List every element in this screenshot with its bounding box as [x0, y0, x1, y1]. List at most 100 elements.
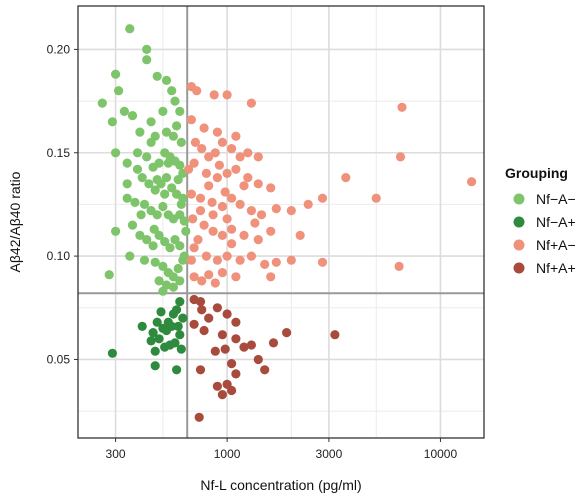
data-point-series-0 [132, 164, 143, 174]
data-point-series-3 [199, 325, 209, 336]
data-point-series-3 [212, 381, 222, 391]
data-point-series-0 [154, 276, 164, 286]
data-point-series-2 [235, 255, 245, 265]
data-point-series-0 [125, 251, 135, 261]
data-point-series-0 [119, 106, 129, 116]
data-point-series-2 [195, 206, 206, 216]
data-point-series-0 [178, 255, 188, 265]
data-point-series-0 [152, 210, 162, 220]
data-point-series-0 [122, 179, 132, 189]
data-point-series-3 [212, 303, 222, 313]
data-point-series-3 [231, 334, 241, 344]
data-point-series-0 [165, 243, 175, 253]
data-points [97, 24, 477, 422]
data-point-series-3 [231, 369, 241, 379]
data-point-series-0 [104, 270, 114, 280]
data-point-series-2 [189, 243, 199, 253]
data-point-series-2 [271, 204, 281, 214]
legend: Grouping Nf−A− Nf−A+ Nf+A− Nf+A+ [505, 165, 576, 276]
x-tick-label: 1000 [214, 447, 241, 461]
data-point-series-2 [246, 206, 256, 216]
data-point-series-0 [175, 160, 185, 170]
data-point-series-0 [172, 121, 182, 131]
legend-title: Grouping [505, 165, 568, 181]
y-tick-label: 0.20 [47, 42, 71, 56]
data-point-series-2 [214, 160, 224, 170]
data-point-series-0 [97, 98, 107, 108]
data-point-series-2 [256, 210, 267, 220]
data-point-series-2 [188, 214, 198, 224]
data-point-series-0 [168, 282, 178, 292]
data-point-series-0 [150, 257, 160, 267]
data-point-series-2 [184, 164, 194, 174]
data-point-series-0 [160, 189, 170, 199]
legend-marker [513, 239, 525, 251]
data-point-series-2 [231, 164, 241, 174]
data-point-series-0 [170, 235, 180, 245]
data-point-series-0 [152, 71, 162, 81]
y-tick-label: 0.15 [47, 146, 71, 160]
data-point-series-1 [150, 346, 160, 356]
data-point-series-0 [179, 216, 189, 226]
data-point-series-2 [235, 199, 245, 209]
data-point-series-2 [212, 255, 222, 265]
data-point-series-3 [195, 297, 206, 307]
data-point-series-2 [189, 158, 199, 168]
data-point-series-2 [266, 183, 276, 193]
data-point-series-3 [197, 305, 207, 315]
data-point-series-3 [189, 319, 199, 329]
data-point-series-3 [204, 313, 214, 323]
data-point-series-0 [158, 286, 168, 296]
data-point-series-0 [111, 226, 121, 236]
data-point-series-1 [146, 336, 156, 346]
data-point-series-0 [170, 96, 180, 106]
data-point-series-0 [135, 230, 145, 240]
data-point-series-0 [167, 86, 177, 96]
data-point-series-2 [199, 123, 209, 133]
data-point-series-2 [217, 137, 227, 147]
legend-label: Nf−A+ [536, 214, 576, 230]
data-point-series-2 [250, 218, 260, 228]
data-point-series-2 [467, 177, 477, 187]
data-point-series-1 [148, 328, 158, 338]
y-tick-label: 0.10 [47, 249, 71, 263]
data-point-series-2 [243, 173, 253, 183]
data-point-series-0 [111, 69, 121, 79]
data-point-series-0 [160, 237, 170, 247]
data-point-series-2 [227, 193, 237, 203]
data-point-series-3 [260, 365, 270, 375]
data-point-series-2 [253, 179, 263, 189]
data-point-series-3 [222, 309, 232, 319]
data-point-series-2 [246, 251, 256, 261]
x-tick-label: 300 [106, 447, 126, 461]
data-point-series-0 [173, 175, 183, 185]
data-point-series-1 [107, 348, 117, 358]
data-point-series-0 [161, 75, 172, 85]
data-point-series-2 [210, 278, 220, 288]
data-point-series-1 [152, 317, 162, 327]
data-point-series-1 [172, 365, 182, 375]
data-point-series-2 [186, 255, 196, 265]
data-point-series-2 [266, 272, 276, 282]
data-point-series-2 [192, 86, 202, 96]
data-point-series-2 [371, 193, 381, 203]
data-point-series-0 [142, 152, 152, 162]
legend-label: Nf+A+ [536, 260, 576, 276]
data-point-series-0 [158, 261, 168, 271]
data-point-series-0 [176, 137, 186, 147]
y-axis-title: Aβ42/Aβ40 ratio [7, 171, 23, 272]
data-point-series-2 [189, 272, 199, 282]
data-point-series-0 [167, 183, 177, 193]
data-point-series-0 [148, 241, 158, 251]
data-point-series-3 [239, 342, 249, 352]
x-tick-label: 10000 [424, 447, 458, 461]
data-point-series-2 [397, 102, 407, 112]
data-point-series-2 [243, 148, 253, 158]
legend-marker [513, 193, 525, 205]
data-point-series-2 [220, 187, 230, 197]
data-point-series-0 [130, 197, 140, 207]
data-point-series-2 [208, 210, 218, 220]
data-point-series-0 [168, 131, 178, 141]
data-point-series-0 [122, 158, 132, 168]
data-point-series-2 [222, 90, 232, 100]
